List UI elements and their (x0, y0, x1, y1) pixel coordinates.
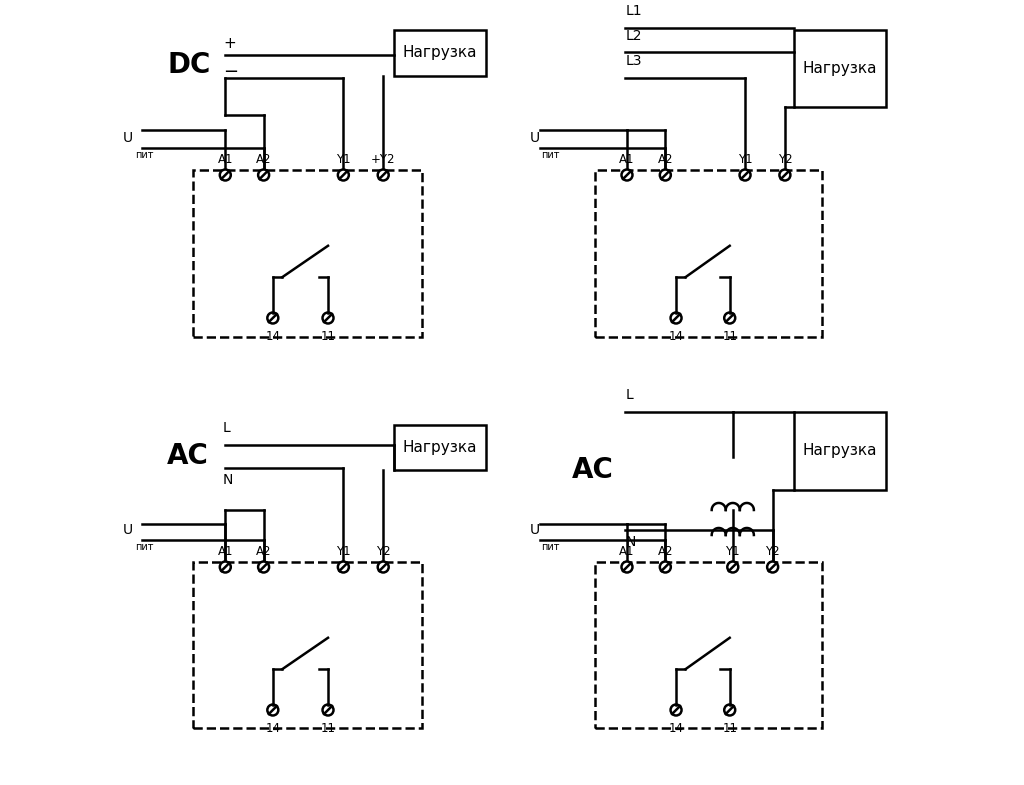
Bar (794, 30, 886, 107)
Text: Y2: Y2 (376, 545, 390, 557)
Text: 14: 14 (669, 330, 684, 343)
Text: A2: A2 (657, 545, 673, 557)
Text: 14: 14 (265, 721, 281, 735)
Text: DC: DC (167, 51, 210, 79)
Circle shape (267, 312, 279, 323)
Text: Y1: Y1 (336, 545, 350, 557)
Text: L2: L2 (626, 29, 642, 43)
Bar (595, 170, 821, 337)
Circle shape (378, 170, 389, 181)
Text: AC: AC (167, 442, 209, 470)
Text: L3: L3 (626, 54, 642, 68)
Text: 14: 14 (669, 721, 684, 735)
Circle shape (671, 312, 682, 323)
Text: N: N (223, 473, 233, 487)
Text: A2: A2 (657, 152, 673, 166)
Text: Нагрузка: Нагрузка (803, 61, 878, 76)
Text: U: U (529, 523, 540, 537)
Text: A1: A1 (620, 545, 635, 557)
Circle shape (338, 561, 349, 572)
Circle shape (323, 704, 334, 715)
Text: пит: пит (541, 150, 560, 160)
Text: N: N (626, 535, 636, 549)
Bar (394, 30, 486, 76)
Text: A1: A1 (620, 152, 635, 166)
Text: пит: пит (541, 542, 560, 552)
Text: 11: 11 (722, 721, 737, 735)
Text: U: U (123, 523, 133, 537)
Text: A2: A2 (256, 152, 271, 166)
Text: 11: 11 (321, 721, 336, 735)
Text: U: U (529, 131, 540, 145)
Text: +Y2: +Y2 (371, 152, 395, 166)
Text: L1: L1 (626, 4, 642, 18)
Circle shape (779, 170, 791, 181)
Circle shape (258, 170, 269, 181)
Circle shape (739, 170, 751, 181)
Text: Нагрузка: Нагрузка (803, 444, 878, 458)
Circle shape (659, 561, 671, 572)
Text: Y1: Y1 (725, 545, 740, 557)
Circle shape (220, 170, 230, 181)
Text: L: L (626, 388, 633, 402)
Circle shape (378, 561, 389, 572)
Text: 11: 11 (321, 330, 336, 343)
Text: Y2: Y2 (777, 152, 793, 166)
Circle shape (724, 312, 735, 323)
Bar (595, 562, 821, 728)
Text: 11: 11 (722, 330, 737, 343)
Circle shape (267, 704, 279, 715)
Circle shape (622, 170, 633, 181)
Text: Y1: Y1 (737, 152, 753, 166)
Text: Y1: Y1 (336, 152, 350, 166)
Text: L: L (223, 421, 230, 435)
Circle shape (727, 561, 738, 572)
Circle shape (724, 704, 735, 715)
Circle shape (220, 561, 230, 572)
Text: A1: A1 (217, 545, 233, 557)
Text: −: − (223, 63, 239, 81)
Text: пит: пит (135, 150, 154, 160)
Text: Нагрузка: Нагрузка (402, 440, 477, 455)
Text: +: + (223, 35, 236, 50)
Text: 14: 14 (265, 330, 281, 343)
Circle shape (767, 561, 778, 572)
Circle shape (338, 170, 349, 181)
Text: A1: A1 (217, 152, 233, 166)
Text: пит: пит (135, 542, 154, 552)
Text: Y2: Y2 (765, 545, 780, 557)
Circle shape (671, 704, 682, 715)
Circle shape (323, 312, 334, 323)
Bar (194, 562, 422, 728)
Bar (794, 412, 886, 490)
Bar (394, 425, 486, 470)
Text: AC: AC (571, 456, 613, 484)
Circle shape (659, 170, 671, 181)
Circle shape (622, 561, 633, 572)
Text: U: U (123, 131, 133, 145)
Text: Нагрузка: Нагрузка (402, 46, 477, 60)
Circle shape (258, 561, 269, 572)
Text: A2: A2 (256, 545, 271, 557)
Bar (194, 170, 422, 337)
